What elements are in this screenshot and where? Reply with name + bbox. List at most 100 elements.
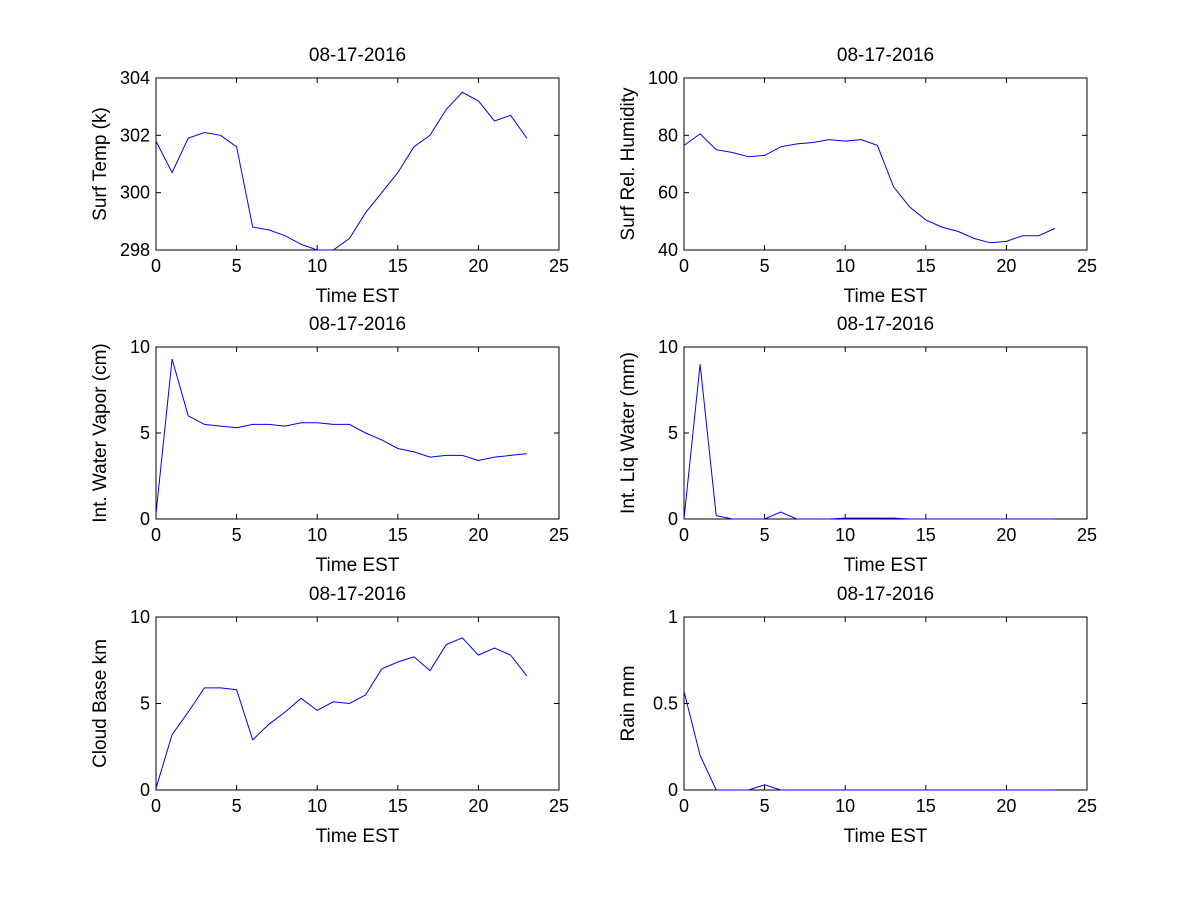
data-point	[1021, 234, 1024, 237]
y-tick-label: 0.5	[653, 694, 678, 714]
x-axis-label: Time EST	[316, 286, 400, 307]
data-point	[219, 134, 222, 137]
data-point	[876, 144, 879, 147]
x-tick-label: 5	[760, 796, 770, 816]
subplot-1: 0 5 10 15 20 25 298 300 302 304 08-17-2016 Time EST…	[90, 45, 569, 307]
data-point	[1005, 789, 1008, 792]
x-tick-label: 0	[679, 796, 689, 816]
data-point	[493, 120, 496, 123]
data-point	[763, 518, 766, 521]
data-point	[828, 138, 831, 141]
data-point	[509, 454, 512, 457]
y-tick-label: 0	[140, 509, 150, 529]
x-tick-label: 15	[916, 796, 936, 816]
y-tick-label: 10	[130, 607, 150, 627]
data-point	[989, 789, 992, 792]
x-tick-label: 5	[760, 525, 770, 545]
y-axis-label: Surf Rel. Humidity	[618, 87, 639, 241]
y-tick-label: 5	[140, 423, 150, 443]
data-point	[171, 171, 174, 174]
data-point	[461, 91, 464, 94]
x-tick-label: 10	[835, 256, 855, 276]
data-point	[731, 789, 734, 792]
data-point	[300, 243, 303, 246]
data-point	[267, 423, 270, 426]
y-tick-label: 60	[658, 183, 678, 203]
series-line	[683, 691, 1055, 791]
data-point	[509, 114, 512, 117]
data-point	[876, 517, 879, 520]
data-point	[747, 155, 750, 158]
data-point	[924, 518, 927, 521]
x-axis-label: Time EST	[844, 286, 928, 307]
x-tick-label: 20	[468, 256, 488, 276]
data-point	[251, 226, 254, 229]
data-point	[300, 421, 303, 424]
x-tick-label: 15	[388, 796, 408, 816]
data-point	[235, 688, 238, 691]
data-point	[763, 783, 766, 786]
series-line	[155, 91, 528, 251]
data-point	[429, 456, 432, 459]
x-tick-label: 0	[151, 525, 161, 545]
series-line	[155, 358, 527, 514]
y-tick-label: 10	[658, 337, 678, 357]
data-point	[715, 148, 718, 151]
x-tick-label: 0	[679, 525, 689, 545]
y-axis-label: Surf Temp (k)	[90, 107, 111, 221]
x-tick-label: 20	[468, 796, 488, 816]
data-point	[171, 733, 174, 736]
data-point	[332, 700, 335, 703]
data-point	[251, 423, 254, 426]
x-tick-label: 25	[1077, 796, 1097, 816]
data-point	[1005, 518, 1008, 521]
x-tick-label: 15	[388, 525, 408, 545]
x-axis-label: Time EST	[844, 555, 928, 576]
data-point	[1037, 518, 1040, 521]
y-axis-label: Int. Water Vapor (cm)	[90, 343, 111, 522]
x-tick-label: 5	[760, 256, 770, 276]
data-point	[219, 686, 222, 689]
data-point	[683, 518, 686, 521]
data-point	[795, 518, 798, 521]
data-point	[283, 711, 286, 714]
data-point	[283, 234, 286, 237]
data-point	[924, 789, 927, 792]
data-point	[316, 249, 319, 252]
y-tick-label: 300	[120, 183, 150, 203]
data-point	[171, 358, 174, 361]
data-point	[731, 151, 734, 154]
data-point	[187, 137, 190, 140]
data-point	[396, 171, 399, 174]
data-point	[699, 754, 702, 757]
y-tick-label: 10	[130, 337, 150, 357]
data-point	[493, 456, 496, 459]
data-point	[892, 517, 895, 520]
y-tick-label: 0	[668, 509, 678, 529]
chart-title: 08-17-2016	[309, 584, 406, 605]
data-point	[509, 654, 512, 657]
y-tick-label: 302	[120, 125, 150, 145]
data-point	[973, 237, 976, 240]
subplot-2: 0 5 10 15 20 25 40 60 80 100 08-17-2016 Time EST Sur…	[618, 45, 1097, 307]
y-axis-label: Rain mm	[618, 665, 639, 741]
y-axis-label: Int. Liq Water (mm)	[618, 352, 639, 514]
chart-title: 08-17-2016	[837, 45, 934, 66]
data-point	[940, 789, 943, 792]
x-tick-label: 25	[1077, 525, 1097, 545]
data-point	[908, 518, 911, 521]
data-point	[1053, 227, 1056, 230]
data-point	[348, 237, 351, 240]
x-axis-label: Time EST	[844, 826, 928, 847]
data-point	[348, 423, 351, 426]
y-tick-label: 298	[120, 240, 150, 260]
x-tick-label: 10	[307, 796, 327, 816]
data-point	[380, 667, 383, 670]
data-point	[412, 145, 415, 148]
data-point	[187, 414, 190, 417]
data-point	[828, 789, 831, 792]
data-point	[316, 709, 319, 712]
series-line	[683, 364, 1055, 520]
data-point	[380, 191, 383, 194]
